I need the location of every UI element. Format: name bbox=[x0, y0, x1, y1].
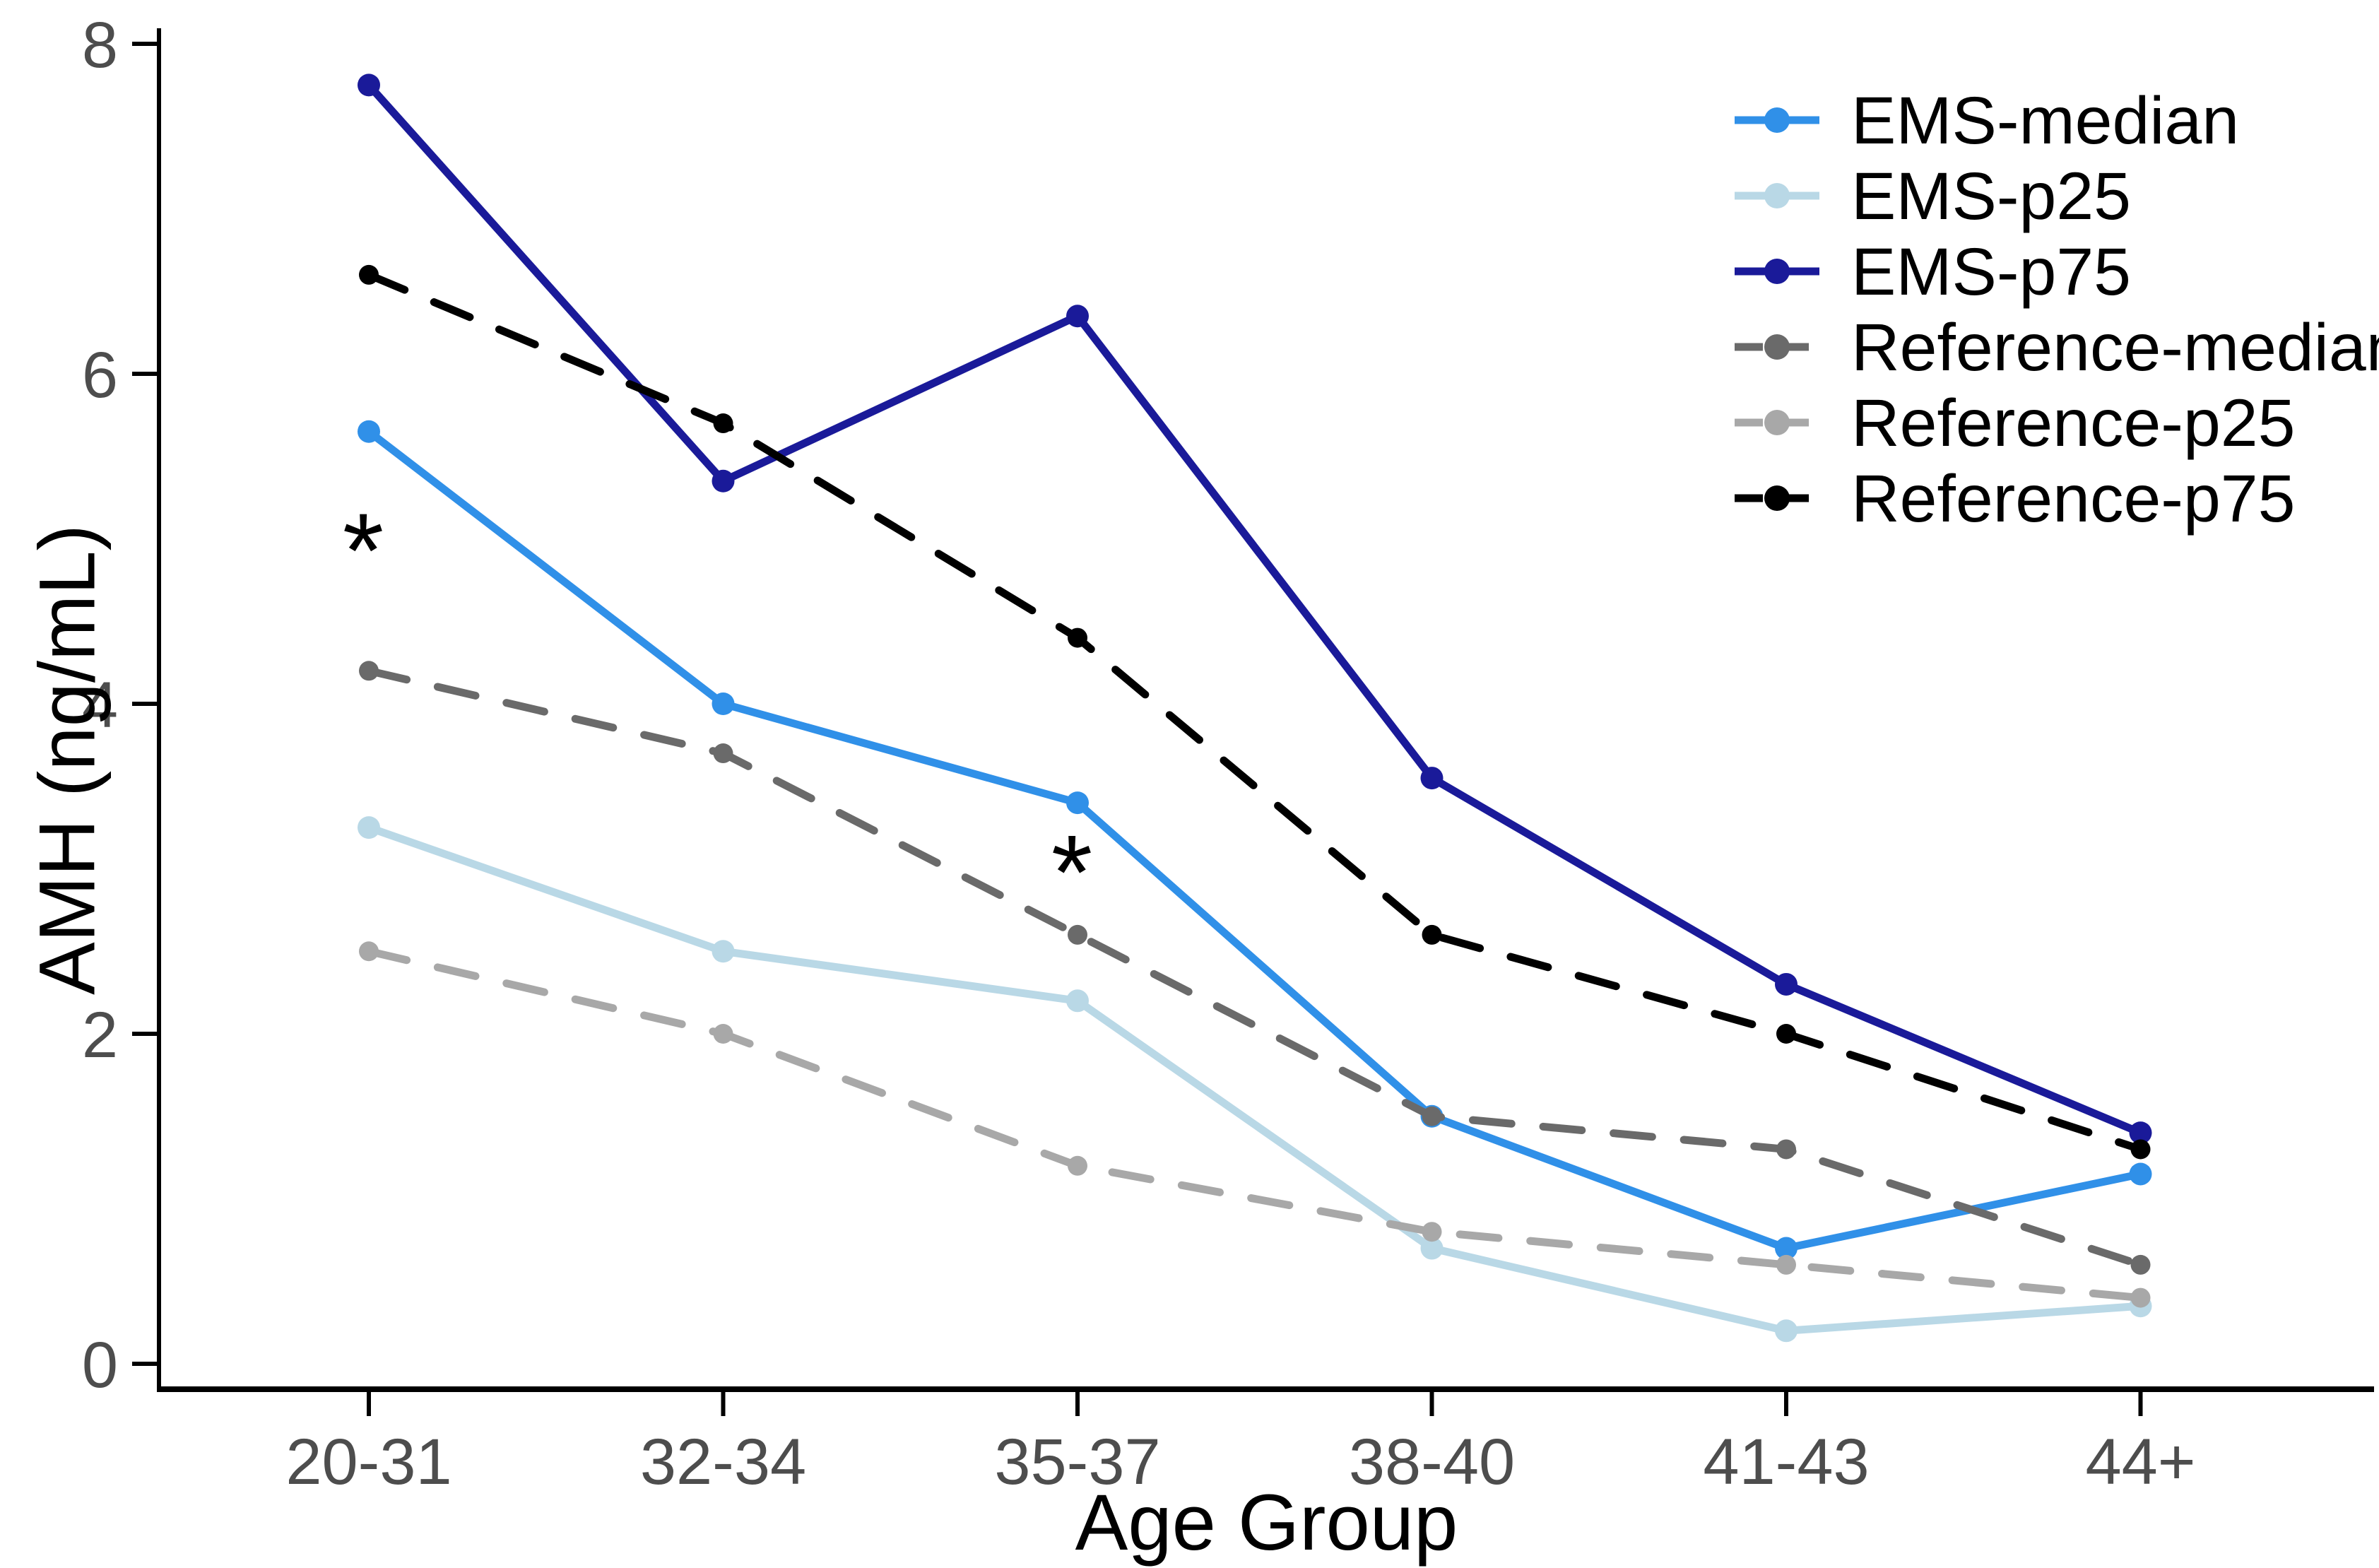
data-point-EMS-median-35-37 bbox=[1066, 791, 1089, 815]
legend-swatch-dot bbox=[1764, 334, 1790, 360]
data-point-Reference-median-44+ bbox=[2130, 1254, 2151, 1275]
data-point-EMS-p25-41-43 bbox=[1775, 1319, 1797, 1343]
data-point-Reference-p25-20-31 bbox=[359, 941, 379, 962]
data-point-Reference-median-38-40 bbox=[1422, 1106, 1442, 1126]
data-point-Reference-median-32-34 bbox=[713, 743, 733, 764]
legend-label: Reference-p25 bbox=[1851, 386, 2295, 461]
legend-label: EMS-median bbox=[1851, 83, 2239, 158]
data-point-EMS-p75-35-37 bbox=[1066, 305, 1089, 328]
legend-swatch-dot bbox=[1764, 410, 1790, 435]
data-point-Reference-p75-44+ bbox=[2130, 1139, 2151, 1160]
x-tick-label: 32-34 bbox=[640, 1426, 806, 1498]
data-point-Reference-p25-35-37 bbox=[1068, 1155, 1087, 1176]
data-point-Reference-p75-38-40 bbox=[1422, 924, 1442, 945]
data-point-EMS-p25-32-34 bbox=[712, 940, 735, 963]
legend-entry-Reference-p75: Reference-p75 bbox=[1735, 461, 2295, 536]
legend-swatch-dot bbox=[1764, 183, 1790, 208]
series-line-Reference-median bbox=[365, 666, 2144, 1269]
data-point-EMS-p75-20-31 bbox=[358, 73, 380, 97]
data-point-EMS-p25-38-40 bbox=[1420, 1237, 1444, 1260]
significance-asterisk: * bbox=[1051, 813, 1092, 931]
x-tick-label: 20-31 bbox=[285, 1426, 451, 1498]
y-tick-label: 0 bbox=[82, 1329, 118, 1401]
x-tick-label: 38-40 bbox=[1349, 1426, 1515, 1498]
series-line-EMS-p75 bbox=[365, 81, 2144, 1137]
data-point-EMS-median-44+ bbox=[2129, 1162, 2152, 1186]
legend-label: EMS-p75 bbox=[1851, 235, 2131, 310]
data-point-EMS-p75-32-34 bbox=[712, 469, 735, 493]
data-point-Reference-median-41-43 bbox=[1776, 1139, 1796, 1160]
data-point-Reference-median-20-31 bbox=[359, 661, 379, 681]
data-point-Reference-p25-41-43 bbox=[1776, 1254, 1796, 1275]
legend-entry-Reference-median: Reference-median bbox=[1735, 310, 2379, 385]
legend-entry-Reference-p25: Reference-p25 bbox=[1735, 386, 2295, 461]
series-line-EMS-median bbox=[365, 428, 2144, 1253]
y-axis-title: AMH (ng/mL) bbox=[23, 524, 112, 995]
x-tick-label: 44+ bbox=[2085, 1426, 2195, 1498]
legend-label: Reference-p75 bbox=[1851, 461, 2295, 536]
legend-entry-EMS-p25: EMS-p25 bbox=[1735, 159, 2131, 234]
x-tick-label: 41-43 bbox=[1703, 1426, 1869, 1498]
significance-asterisk: * bbox=[343, 491, 384, 610]
data-point-EMS-p25-20-31 bbox=[358, 816, 380, 839]
data-point-EMS-median-32-34 bbox=[712, 692, 735, 715]
y-tick-label: 2 bbox=[82, 999, 118, 1071]
series-line-Reference-p75 bbox=[365, 271, 2144, 1153]
data-point-Reference-median-35-37 bbox=[1068, 924, 1087, 945]
data-point-EMS-median-20-31 bbox=[358, 420, 380, 443]
legend-label: Reference-median bbox=[1851, 310, 2379, 385]
legend-swatch-dot bbox=[1764, 259, 1790, 284]
series-line-EMS-p25 bbox=[365, 823, 2144, 1335]
legend-swatch-dot bbox=[1764, 485, 1790, 511]
data-point-EMS-p75-41-43 bbox=[1775, 972, 1797, 996]
data-point-Reference-p75-32-34 bbox=[713, 413, 733, 434]
data-point-Reference-p25-38-40 bbox=[1422, 1222, 1442, 1242]
data-point-EMS-median-41-43 bbox=[1775, 1237, 1797, 1260]
x-axis-title: Age Group bbox=[1075, 1478, 1458, 1567]
data-point-EMS-p75-44+ bbox=[2129, 1121, 2152, 1145]
data-point-EMS-p25-35-37 bbox=[1066, 989, 1089, 1013]
data-point-Reference-p25-32-34 bbox=[713, 1024, 733, 1044]
legend-entry-EMS-p75: EMS-p75 bbox=[1735, 235, 2131, 310]
legend-swatch-dot bbox=[1764, 107, 1790, 133]
y-tick-label: 4 bbox=[82, 669, 118, 741]
legend-entry-EMS-median: EMS-median bbox=[1735, 83, 2239, 158]
data-point-Reference-p75-20-31 bbox=[359, 264, 379, 285]
data-point-Reference-p75-41-43 bbox=[1776, 1024, 1796, 1044]
y-tick-label: 6 bbox=[82, 339, 118, 411]
data-point-Reference-p25-44+ bbox=[2130, 1287, 2151, 1308]
data-point-EMS-p75-38-40 bbox=[1420, 767, 1444, 790]
y-tick-label: 8 bbox=[82, 9, 118, 81]
series-line-Reference-p25 bbox=[365, 947, 2144, 1302]
x-tick-label: 35-37 bbox=[994, 1426, 1160, 1498]
legend-label: EMS-p25 bbox=[1851, 159, 2131, 234]
data-point-Reference-p75-35-37 bbox=[1068, 627, 1087, 648]
